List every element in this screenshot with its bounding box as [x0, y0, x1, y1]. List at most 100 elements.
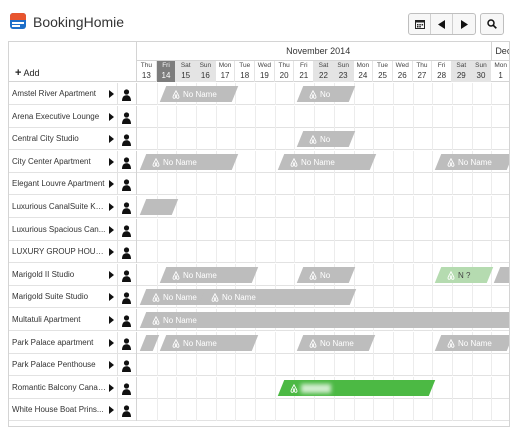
- person-icon[interactable]: [122, 178, 131, 192]
- expand-arrow-icon[interactable]: [109, 338, 114, 347]
- booking-bar[interactable]: No Name: [139, 312, 509, 328]
- day-cells: [137, 241, 509, 264]
- property-name[interactable]: City Center Apartment: [12, 156, 91, 166]
- day-header-24: Mon 24: [354, 61, 374, 82]
- booking-bar[interactable]: [494, 266, 509, 283]
- day-cell-divider: [156, 173, 158, 196]
- booking-guest-name: No: [320, 134, 331, 144]
- person-icon[interactable]: [122, 337, 131, 350]
- booking-bar[interactable]: No Name: [277, 153, 376, 170]
- day-cell-divider: [432, 173, 434, 196]
- booking-bar[interactable]: N ?: [435, 266, 494, 283]
- property-name[interactable]: White House Boat Prins...: [12, 405, 104, 415]
- day-cell-divider: [471, 399, 473, 422]
- property-name[interactable]: Romantic Balcony Canal...: [12, 382, 106, 392]
- expand-arrow-icon[interactable]: [109, 157, 114, 166]
- expand-arrow-icon[interactable]: [109, 135, 114, 144]
- next-period-button[interactable]: [453, 14, 475, 34]
- booking-bar[interactable]: No Name: [159, 334, 258, 351]
- booking-bar[interactable]: No: [297, 86, 356, 102]
- day-cell-divider: [412, 196, 414, 218]
- day-cell-divider: [255, 399, 257, 422]
- day-cell-divider: [235, 196, 237, 218]
- property-name[interactable]: Elegant Louvre Apartment: [12, 179, 105, 189]
- property-name[interactable]: Marigold Suite Studio: [12, 292, 89, 302]
- person-icon[interactable]: [122, 291, 131, 305]
- person-icon[interactable]: [122, 224, 131, 237]
- person-icon[interactable]: [122, 382, 131, 395]
- day-cell-divider: [373, 263, 375, 286]
- expand-arrow-icon[interactable]: [109, 293, 114, 302]
- booking-bar[interactable]: No Name: [159, 266, 258, 283]
- booking-bar[interactable]: No Name: [139, 289, 219, 306]
- day-name: Sun: [199, 62, 212, 69]
- airbnb-icon: [310, 134, 317, 144]
- person-icon[interactable]: [122, 88, 131, 101]
- booking-content: No Name: [163, 335, 255, 351]
- property-name[interactable]: LUXURY GROUP HOUS...: [12, 247, 106, 257]
- row-divider: [117, 173, 118, 196]
- day-cell-divider: [451, 218, 453, 241]
- booking-bar[interactable]: No Name: [435, 153, 509, 170]
- person-icon[interactable]: [122, 269, 131, 282]
- booking-bar[interactable]: [139, 199, 179, 215]
- row-divider: [117, 376, 118, 399]
- day-name: Mon: [494, 62, 507, 69]
- expand-arrow-icon[interactable]: [109, 270, 114, 279]
- property-name[interactable]: Amstel River Apartment: [12, 89, 97, 98]
- day-cell-divider: [294, 218, 296, 241]
- booking-bar[interactable]: No Name: [139, 153, 238, 170]
- booking-bar[interactable]: No Name: [198, 289, 356, 306]
- person-icon[interactable]: [122, 111, 131, 124]
- property-name[interactable]: Luxurious CanalSuite Ke...: [12, 202, 106, 211]
- day-number: 22: [319, 71, 328, 80]
- property-name[interactable]: Park Palace apartment: [12, 337, 94, 347]
- expand-arrow-icon[interactable]: [109, 225, 114, 234]
- booking-bar[interactable]: [277, 379, 435, 396]
- day-header-23: Sun 23: [333, 61, 354, 82]
- person-icon[interactable]: [122, 359, 131, 373]
- expand-arrow-icon[interactable]: [109, 383, 114, 392]
- booking-bar[interactable]: No Name: [159, 86, 238, 102]
- day-cell-divider: [491, 196, 493, 218]
- person-icon[interactable]: [122, 314, 131, 327]
- row-divider: [136, 105, 137, 128]
- calendar-button[interactable]: [409, 14, 431, 34]
- search-button[interactable]: [480, 13, 504, 35]
- property-name[interactable]: Marigold II Studio: [12, 269, 75, 279]
- day-number: 24: [358, 71, 368, 80]
- property-name[interactable]: Luxurious Spacious Can...: [12, 224, 106, 234]
- person-icon[interactable]: [122, 246, 131, 260]
- person-icon[interactable]: [122, 156, 131, 169]
- day-cell-divider: [451, 196, 453, 218]
- day-cell-divider: [353, 83, 355, 105]
- day-cell-divider: [255, 173, 257, 196]
- expand-arrow-icon[interactable]: [109, 112, 114, 121]
- booking-bar[interactable]: No Name: [297, 334, 376, 351]
- property-name[interactable]: Multatuli Apartment: [12, 315, 81, 324]
- expand-arrow-icon[interactable]: [109, 248, 114, 257]
- day-cell-divider: [353, 263, 355, 286]
- person-icon[interactable]: [122, 133, 131, 147]
- expand-arrow-icon[interactable]: [109, 203, 114, 211]
- booking-bar[interactable]: No: [297, 131, 356, 148]
- expand-arrow-icon[interactable]: [109, 316, 114, 324]
- expand-arrow-icon[interactable]: [109, 361, 114, 370]
- person-icon[interactable]: [122, 201, 131, 214]
- property-name[interactable]: Park Palace Penthouse: [12, 360, 96, 370]
- property-name[interactable]: Arena Executive Lounge: [12, 111, 100, 121]
- person-icon[interactable]: [122, 404, 131, 418]
- airbnb-icon: [310, 89, 317, 99]
- day-header-25: Tue 25: [373, 61, 393, 82]
- add-button[interactable]: + Add: [15, 67, 39, 79]
- booking-bar[interactable]: No: [297, 266, 356, 283]
- expand-arrow-icon[interactable]: [109, 90, 114, 98]
- booking-content: No Name: [163, 86, 235, 102]
- previous-period-button[interactable]: [431, 14, 453, 34]
- property-name[interactable]: Central City Studio: [12, 134, 79, 144]
- day-header-19: Wed 19: [255, 61, 275, 82]
- day-cell-divider: [412, 286, 414, 309]
- expand-arrow-icon[interactable]: [109, 180, 114, 189]
- booking-bar[interactable]: No Name: [435, 334, 509, 351]
- expand-arrow-icon[interactable]: [109, 406, 114, 415]
